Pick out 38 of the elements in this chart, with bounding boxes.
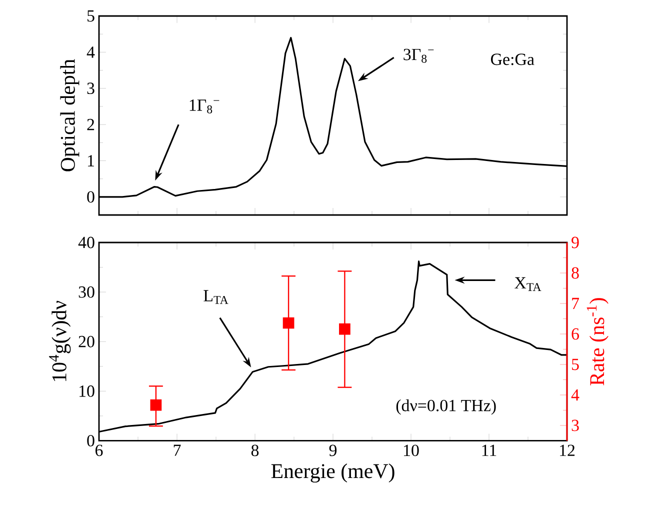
y2-tick-label: 8 — [572, 267, 579, 279]
y-axis-title: Optical depth — [60, 59, 80, 172]
y2-tick-label: 5 — [572, 358, 579, 370]
y-axis-title: 10$^{4}$g(ν)dν — [49, 300, 71, 382]
x-tick-label: 8 — [251, 444, 259, 456]
x-tick-label: 9 — [329, 444, 337, 456]
x-tick-label: 10 — [404, 444, 419, 456]
y2-tick-label: 4 — [571, 389, 580, 401]
y-tick-label: 0 — [87, 191, 94, 203]
y-tick-label: 20 — [78, 336, 94, 348]
x-tick-label: 11 — [482, 444, 496, 456]
y-tick-label: 0 — [87, 434, 94, 446]
y-tick-label: 10 — [80, 385, 94, 397]
point — [282, 317, 294, 329]
annotation: (dν=0.01 THz) — [396, 399, 496, 415]
y-tick-label: 30 — [78, 286, 94, 298]
annotation: 3Γ$_{8}$− — [404, 48, 434, 63]
y-tick-label: 1 — [88, 155, 94, 166]
y2-tick-label: 6 — [572, 328, 579, 340]
annotation: 1Γ$_{8}$− — [190, 100, 220, 114]
x-tick-label: 7 — [174, 444, 181, 456]
y-tick-label: 40 — [78, 236, 94, 248]
x-axis-title: Energie (meV) — [271, 463, 394, 483]
x-tick-label: 6 — [96, 444, 103, 456]
annotation: L$_{TA}$ — [204, 290, 228, 304]
y2-tick-label: 3 — [572, 420, 579, 432]
y-tick-label: 3 — [87, 82, 94, 94]
y-tick-label: 2 — [87, 118, 94, 130]
annotation: X$_{TA}$ — [514, 277, 542, 291]
y2-tick-label: 7 — [572, 298, 580, 310]
x-tick-label: 12 — [560, 444, 575, 456]
point — [339, 323, 350, 335]
y2-axis-title: Rate (ns$^{-1}$) — [586, 298, 608, 386]
point — [150, 399, 162, 411]
y2-tick-label: 9 — [572, 236, 579, 248]
y-tick-label: 4 — [86, 46, 95, 58]
annotation: Ge:Ga — [490, 54, 534, 66]
y-tick-label: 5 — [88, 10, 94, 22]
